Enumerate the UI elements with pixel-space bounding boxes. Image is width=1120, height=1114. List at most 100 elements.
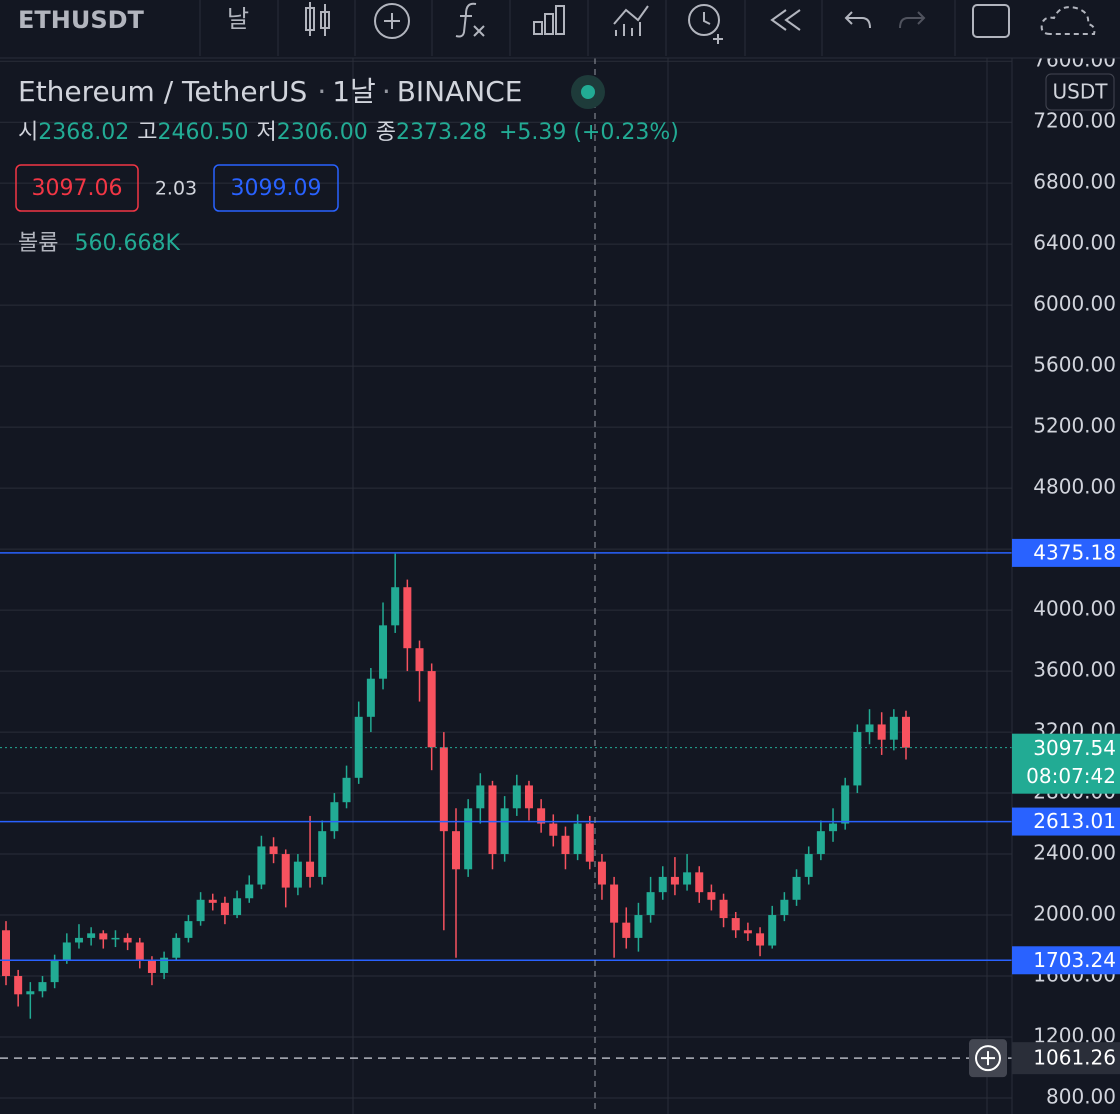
candle-body [877,724,886,740]
change: +5.39 (+0.23%) [499,120,679,145]
candle-body [403,587,412,649]
y-tick-label: 6800.00 [1033,170,1116,194]
undo-icon[interactable] [844,11,871,29]
candle-body [366,678,375,717]
replay-icon[interactable] [613,5,649,36]
candle-body [573,823,582,855]
countdown: 08:07:42 [1026,764,1116,788]
currency-button[interactable] [1045,73,1115,111]
candle-body [427,671,436,748]
candle-body [865,724,874,733]
low-value: 2306.00 [277,120,368,145]
candle-body [208,899,217,903]
templates-icon[interactable] [533,5,565,35]
candle-body [452,831,460,870]
candle-body [123,937,132,943]
candle-body [756,933,765,946]
candle-body [597,861,606,885]
candle-body [719,899,728,919]
candle-body [549,823,558,836]
candle-body [841,785,850,824]
candle-body [111,937,120,940]
last-price-label: 3097.54 [1033,736,1116,760]
symbol[interactable]: ETHUSDT [18,6,145,34]
y-tick-label: 2400.00 [1033,841,1116,865]
currency: USDT [1053,80,1109,104]
candle-type-icon[interactable] [305,2,330,36]
candle-body [196,899,205,922]
spread: 2.03 [155,178,197,200]
high-value: 2460.50 [157,120,248,145]
candle-body [50,960,59,983]
candle-body [585,823,594,862]
close-label: 종 [376,120,396,145]
candle-body [768,915,777,946]
price-tag-label: 2613.01 [1033,809,1116,833]
candle-body [524,785,533,809]
candle-body [147,960,156,973]
candle-body [670,876,679,885]
sell-button[interactable] [15,164,139,212]
y-tick-label: 5200.00 [1033,414,1116,438]
interval-button[interactable]: 날 [227,5,249,33]
candle-body [87,933,96,938]
ohlc: 시2368.02 고2460.50 저2306.00 종2373.28 +5.39 (+… [18,120,679,145]
candle-body [780,899,789,916]
y-tick-label: 5600.00 [1033,353,1116,377]
open-value: 2368.02 [38,120,129,145]
price-tag [1012,807,1120,836]
candle-body [658,876,667,893]
indicators-icon[interactable] [455,2,485,38]
candle-body [391,587,400,626]
compare-icon[interactable] [374,3,410,39]
candle-body [731,918,740,931]
candle-body [293,861,302,888]
candle-body [439,747,448,832]
rewind-icon[interactable] [770,9,801,31]
candle-body [889,716,898,740]
candle-body [512,785,521,809]
candle-body [415,648,424,672]
redo-icon [899,11,926,29]
candle-body [707,892,716,900]
price-tag [1012,538,1120,567]
fullscreen-icon[interactable] [972,4,1010,38]
candle-body [26,991,35,995]
legend-symbol: Ethereum / TetherUS [18,75,307,108]
y-tick-label: 3600.00 [1033,658,1116,682]
open-label: 시 [18,120,38,145]
alert-icon[interactable] [688,4,723,44]
candle-body [62,942,71,961]
candle-body [330,802,339,832]
candle-body [683,872,692,885]
toolbar-icons [305,2,1096,44]
candle-body [160,957,169,973]
candle-body [257,846,266,885]
candle-body [379,625,388,679]
close-value: 2373.28 [396,120,487,145]
legend-dot: · [382,75,391,108]
candle-body [804,854,813,877]
candle-body [500,808,509,855]
candle-body [135,942,144,961]
volume: 볼륨 560.668K [18,231,180,256]
candle-body [622,922,631,938]
candle-body [269,846,278,855]
candle-body [476,785,485,809]
y-tick-label: 4800.00 [1033,475,1116,499]
candle-body [172,937,181,958]
candle-body [74,937,83,943]
legend-title: Ethereum / TetherUS · 1날 · BINANCE [18,75,522,108]
candle-body [306,861,315,877]
candle-body [38,982,47,992]
candle-body [2,930,10,977]
y-tick-label: 6400.00 [1033,231,1116,255]
volume-label: 볼륨 [18,231,58,256]
legend-dot: · [317,75,326,108]
y-tick-label: 7200.00 [1033,109,1116,133]
cloud-icon[interactable] [1040,6,1096,35]
price-tag-label: 1703.24 [1033,948,1116,972]
buy-button[interactable] [213,164,339,212]
